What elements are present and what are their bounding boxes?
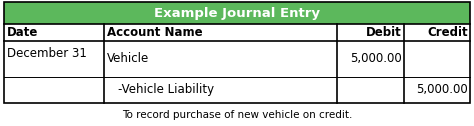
Bar bbox=[4, 2, 470, 24]
Text: 5,000.00: 5,000.00 bbox=[350, 53, 402, 66]
Text: Vehicle: Vehicle bbox=[107, 53, 149, 66]
Text: -Vehicle Liability: -Vehicle Liability bbox=[118, 84, 214, 97]
Text: December 31: December 31 bbox=[7, 47, 87, 60]
Text: Date: Date bbox=[7, 26, 38, 39]
Text: Account Name: Account Name bbox=[107, 26, 203, 39]
Text: Example Journal Entry: Example Journal Entry bbox=[154, 7, 320, 20]
Text: 5,000.00: 5,000.00 bbox=[416, 84, 468, 97]
Text: Debit: Debit bbox=[366, 26, 402, 39]
Bar bbox=[4, 2, 470, 103]
Text: Credit: Credit bbox=[428, 26, 468, 39]
Text: To record purchase of new vehicle on credit.: To record purchase of new vehicle on cre… bbox=[122, 109, 352, 119]
